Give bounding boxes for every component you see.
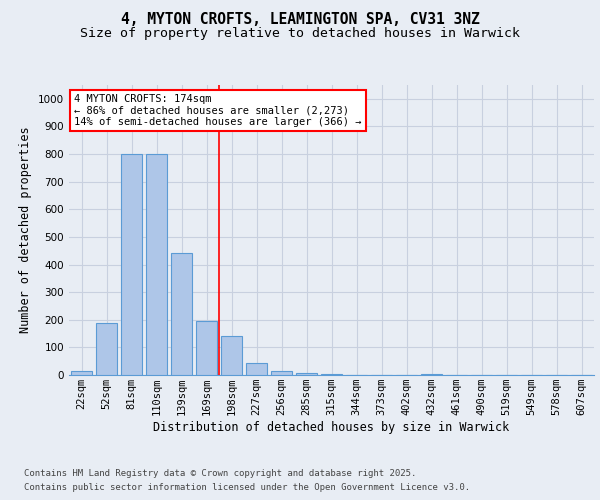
Bar	[146, 154, 167, 375]
Bar	[121, 154, 142, 375]
Text: Size of property relative to detached houses in Warwick: Size of property relative to detached ho…	[80, 28, 520, 40]
Bar	[246, 362, 267, 375]
Bar	[321, 374, 342, 375]
Text: 4 MYTON CROFTS: 174sqm
← 86% of detached houses are smaller (2,273)
14% of semi-: 4 MYTON CROFTS: 174sqm ← 86% of detached…	[74, 94, 362, 127]
Bar	[271, 371, 292, 375]
Bar	[96, 322, 117, 375]
Bar	[196, 321, 217, 375]
Bar	[296, 373, 317, 375]
Y-axis label: Number of detached properties: Number of detached properties	[19, 126, 32, 334]
Text: 4, MYTON CROFTS, LEAMINGTON SPA, CV31 3NZ: 4, MYTON CROFTS, LEAMINGTON SPA, CV31 3N…	[121, 12, 479, 28]
X-axis label: Distribution of detached houses by size in Warwick: Distribution of detached houses by size …	[154, 421, 509, 434]
Bar	[421, 374, 442, 375]
Text: Contains HM Land Registry data © Crown copyright and database right 2025.: Contains HM Land Registry data © Crown c…	[24, 468, 416, 477]
Text: Contains public sector information licensed under the Open Government Licence v3: Contains public sector information licen…	[24, 484, 470, 492]
Bar	[71, 371, 92, 375]
Bar	[221, 336, 242, 375]
Bar	[171, 254, 192, 375]
